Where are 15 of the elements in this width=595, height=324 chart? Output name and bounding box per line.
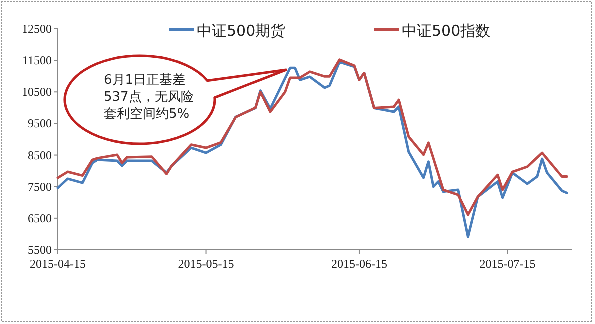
x-tick-label: 2015-04-15 [30,257,86,271]
y-tick-label: 12500 [22,22,52,36]
x-tick-label: 2015-07-15 [480,257,536,271]
y-tick-label: 10500 [22,85,52,100]
x-tick-label: 2015-05-15 [178,257,234,271]
y-tick-label: 11500 [22,54,52,68]
y-tick-label: 8500 [28,148,52,162]
annotation: 6月1日正基差537点，无风险套利空间约5% [104,73,194,122]
y-tick-label: 9500 [28,116,52,131]
legend-label: 中证500指数 [402,22,491,40]
legend-label: 中证500期货 [197,22,286,40]
x-tick-label: 2015-06-15 [331,257,388,271]
y-tick-label: 7500 [28,180,52,194]
y-tick-label: 5500 [28,243,52,257]
y-tick-label: 6500 [28,211,52,226]
